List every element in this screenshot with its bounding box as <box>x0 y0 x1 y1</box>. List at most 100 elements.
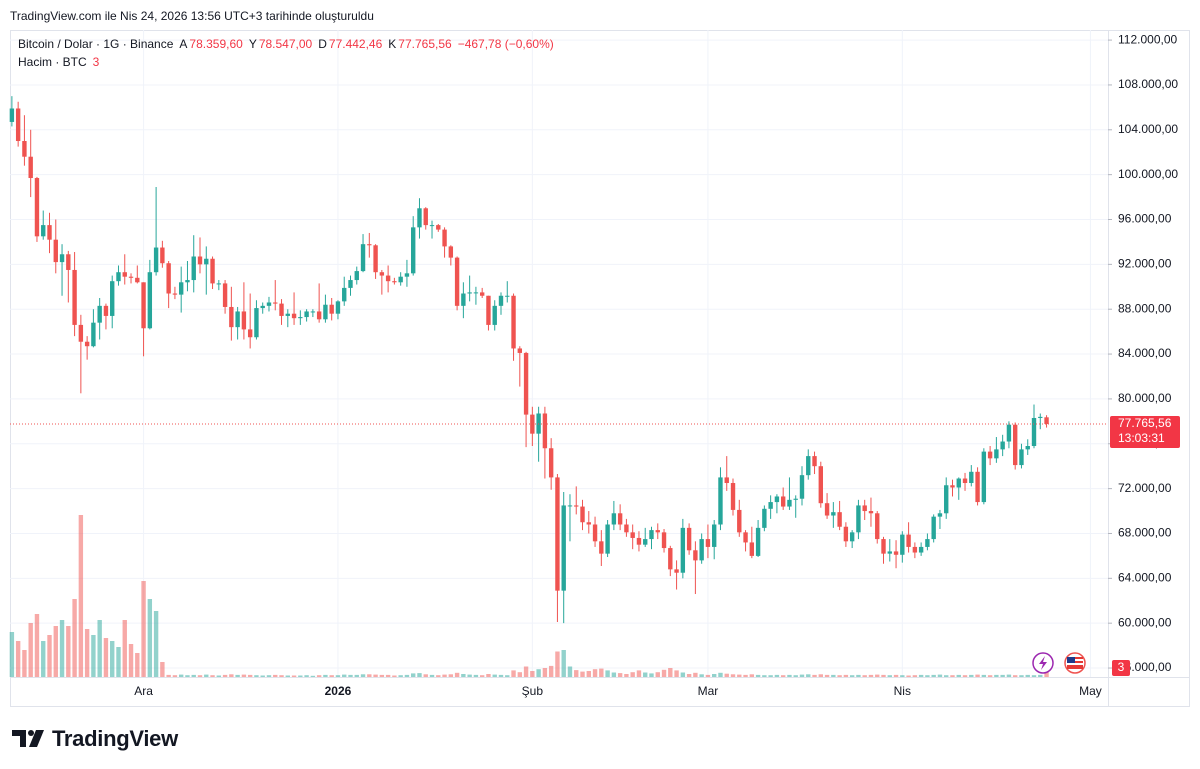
volume-bar <box>247 674 253 677</box>
candle-body <box>517 348 523 353</box>
symbol: Bitcoin / Dolar · 1G · Binance <box>18 37 174 51</box>
price-badge <box>1110 415 1180 448</box>
volume-bar <box>661 669 667 677</box>
candle-body <box>254 308 259 338</box>
candle-body <box>110 281 115 316</box>
candle-body <box>837 512 842 527</box>
volume-bar <box>643 672 648 677</box>
volume-bar <box>442 674 447 677</box>
y-tick-label: 92.000,00 <box>1118 257 1172 271</box>
volume-bar <box>925 675 930 677</box>
volume-bar <box>335 675 341 677</box>
volume-bar <box>492 674 497 677</box>
volume-bar <box>1000 674 1005 677</box>
y-tick-label: 108.000,00 <box>1118 77 1178 91</box>
volume-bar <box>937 674 943 677</box>
volume-bar <box>611 672 617 677</box>
candle-body <box>191 256 196 281</box>
candle-body <box>53 239 58 263</box>
candle-body <box>153 247 159 273</box>
candle-body <box>15 108 21 142</box>
candle-body <box>599 541 604 554</box>
candle-body <box>718 477 723 525</box>
candle-body <box>197 256 203 265</box>
candle-body <box>849 532 855 542</box>
volume-badge <box>1112 660 1130 676</box>
candle-body <box>84 341 90 347</box>
volume-bar <box>436 675 441 677</box>
volume-bar <box>849 675 855 677</box>
volume-bar <box>204 674 209 677</box>
volume-bar <box>423 674 428 677</box>
candle-body <box>360 244 366 272</box>
volume-bar <box>749 674 755 677</box>
y-tick-label: 100.000,00 <box>1118 167 1178 181</box>
volume-bar <box>473 674 479 677</box>
candle-body <box>774 496 780 503</box>
candle-body <box>586 522 591 525</box>
volume-bar <box>84 629 90 677</box>
volume-bar <box>755 674 761 677</box>
volume-bar <box>574 670 579 677</box>
x-tick-label: Ara <box>134 684 153 698</box>
export-header: TradingView.com ile Nis 24, 2026 13:56 U… <box>10 9 374 23</box>
candle-body <box>931 516 936 540</box>
volume-bar <box>28 623 33 677</box>
volume-bar <box>15 641 21 677</box>
x-tick-label: Nis <box>894 684 911 698</box>
candle-body <box>354 271 359 281</box>
candle-body <box>429 225 435 227</box>
candle-body <box>1038 416 1043 418</box>
candle-body <box>925 539 930 547</box>
volume-bar <box>831 674 836 677</box>
tradingview-logo <box>12 730 44 747</box>
volume-bar <box>210 675 215 677</box>
volume-bar <box>994 674 999 677</box>
volume-bar <box>856 674 861 677</box>
volume-bar <box>567 666 573 677</box>
candle-body <box>22 141 27 157</box>
candle-body <box>122 272 127 277</box>
candle-body <box>461 293 466 306</box>
high-label: Y <box>248 37 257 51</box>
volume-bar <box>517 672 523 677</box>
volume-bar <box>373 674 378 677</box>
candle-body <box>592 524 598 542</box>
flag-canton <box>1067 657 1075 663</box>
volume-bar <box>956 674 961 677</box>
volume-bar <box>316 675 322 677</box>
candle-body <box>454 257 460 306</box>
candles <box>9 96 1049 624</box>
volume-bar <box>310 675 316 677</box>
volume-name: Hacim · BTC <box>18 55 87 69</box>
volume-bar <box>329 675 334 677</box>
candle-body <box>574 505 579 507</box>
volume-bar <box>505 675 510 677</box>
candle-body <box>906 534 911 547</box>
volume-bar <box>53 626 58 677</box>
candle-body <box>304 311 309 318</box>
candle-body <box>135 277 140 283</box>
volume-bar <box>699 674 704 677</box>
volume-bar <box>141 581 146 677</box>
candle-body <box>705 539 711 547</box>
candle-body <box>128 276 134 278</box>
volume-bar <box>467 674 472 677</box>
volume-bar <box>266 675 272 677</box>
candle-body <box>617 513 623 525</box>
candle-body <box>467 292 472 294</box>
volume-bar <box>285 675 290 677</box>
candle-body <box>843 526 849 542</box>
volume-bar <box>22 650 27 677</box>
volume-bar <box>273 674 278 677</box>
candle-body <box>680 527 686 573</box>
volume-bar <box>536 669 541 677</box>
candle-body <box>279 303 284 316</box>
volume-bar <box>479 675 485 677</box>
candle-body <box>66 254 71 270</box>
candle-body <box>241 311 247 330</box>
volume-bar <box>1006 674 1012 677</box>
candle-body <box>28 156 33 179</box>
volume-bar <box>97 620 102 677</box>
volume-bar <box>404 674 410 677</box>
